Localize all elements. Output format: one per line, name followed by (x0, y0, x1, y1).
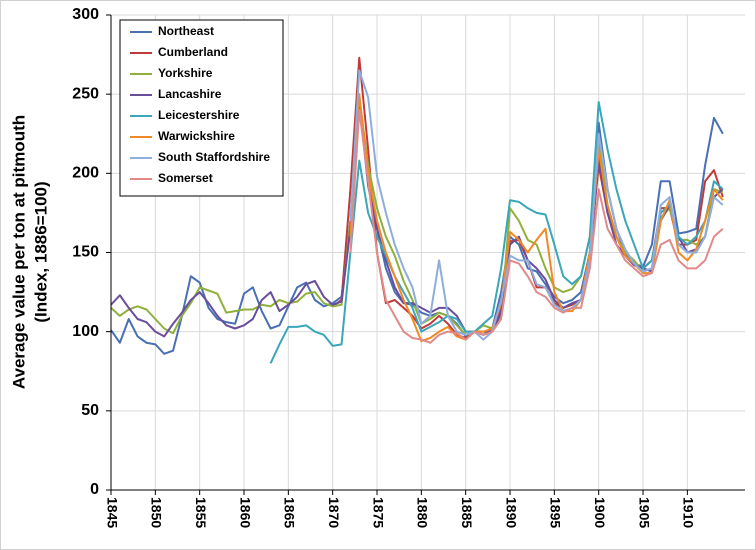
legend-label: South Staffordshire (158, 150, 270, 164)
series-line (269, 101, 724, 364)
x-tick-label: 1885 (459, 497, 475, 528)
y-axis-subtitle: (Index, 1886=100) (31, 181, 50, 322)
legend-label: Leicestershire (158, 108, 240, 122)
series-line (349, 69, 724, 341)
x-tick-label: 1865 (282, 497, 298, 528)
legend: Northeast Cumberland Yorkshire Lancashire Le… (119, 19, 284, 197)
y-axis-title: Average value per ton at pitmouth (9, 115, 28, 389)
y-tick-label: 150 (72, 244, 99, 261)
x-tick-label: 1850 (149, 497, 165, 528)
y-tick-label: 300 (72, 6, 99, 23)
series-line (349, 93, 724, 343)
legend-label: Cumberland (158, 45, 228, 59)
x-tick-label: 1880 (415, 497, 431, 528)
x-tick-label: 1890 (503, 497, 519, 528)
legend-label: Somerset (158, 171, 213, 185)
x-tick-label: 1900 (592, 497, 608, 528)
x-tick-label: 1845 (104, 497, 120, 528)
x-tick-label: 1855 (193, 497, 209, 528)
y-tick-label: 50 (81, 402, 99, 419)
legend-label: Yorkshire (158, 66, 213, 80)
y-tick-label: 100 (72, 323, 99, 340)
y-tick-label: 200 (72, 165, 99, 182)
x-tick-label: 1875 (370, 497, 386, 528)
y-tick-label: 250 (72, 85, 99, 102)
legend-label: Northeast (158, 24, 214, 38)
x-tick-label: 1895 (548, 497, 564, 528)
x-tick-label: 1870 (326, 497, 342, 528)
y-tick-label: 0 (90, 481, 99, 498)
axes: 0 50 100 150 200 250 300 1845 1850 1855 1860 1865 18… (72, 6, 745, 528)
plot-lines (110, 56, 724, 364)
series-line (349, 109, 724, 344)
legend-label: Lancashire (158, 87, 222, 101)
x-tick-label: 1860 (237, 497, 253, 528)
x-tick-label: 1910 (681, 497, 697, 528)
legend-label: Warwickshire (158, 129, 235, 143)
legend-box (119, 19, 284, 197)
x-tick-label: 1905 (636, 497, 652, 528)
